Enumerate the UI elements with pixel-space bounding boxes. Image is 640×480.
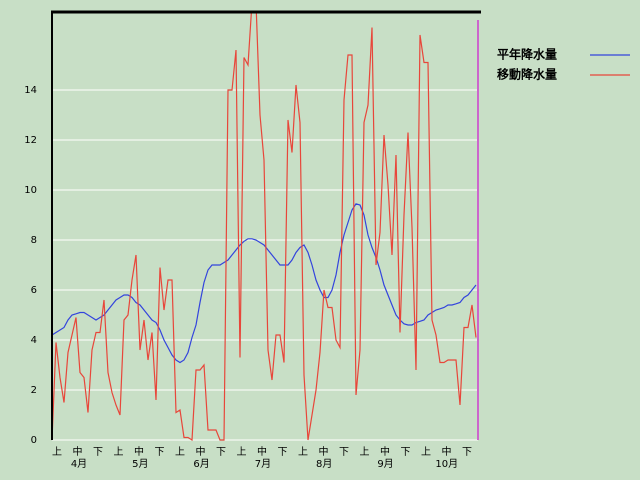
x-tick-label: 上 xyxy=(421,446,431,458)
x-tick-label: 中 xyxy=(319,445,329,458)
y-tick-label: 4 xyxy=(31,335,37,346)
x-tick-label: 下 xyxy=(401,447,411,458)
legend-label: 平年降水量 xyxy=(497,47,557,62)
grid xyxy=(52,89,478,441)
x-tick-label: 中 xyxy=(73,445,83,458)
x-tick-label: 上 xyxy=(175,446,185,458)
y-tick-label: 0 xyxy=(31,435,37,446)
y-tick-label: 8 xyxy=(31,235,37,246)
y-tick-label: 12 xyxy=(24,135,37,146)
x-tick-label: 中 xyxy=(134,445,144,458)
month-label: 5月 xyxy=(132,458,148,470)
y-tick-label: 10 xyxy=(24,185,37,196)
x-tick-label: 下 xyxy=(339,447,349,458)
month-label: 9月 xyxy=(377,458,393,470)
series-line xyxy=(51,12,477,442)
month-label: 7月 xyxy=(255,458,271,470)
x-tick-label: 下 xyxy=(462,447,472,458)
x-tick-label: 上 xyxy=(114,446,124,458)
month-label: 4月 xyxy=(71,458,87,470)
x-tick-label: 上 xyxy=(360,446,370,458)
y-tick-label: 14 xyxy=(24,85,37,96)
x-tick-label: 上 xyxy=(298,446,308,458)
x-tick-label: 下 xyxy=(155,447,165,458)
plot-lines xyxy=(51,12,477,442)
month-label: 8月 xyxy=(316,458,332,470)
month-label: 10月 xyxy=(435,458,458,470)
x-tick-label: 中 xyxy=(257,445,267,458)
month-label: 6月 xyxy=(193,458,209,470)
labels: 02468101214上中下上中下上中下上中下上中下上中下上中下4月 5月 6月 7月… xyxy=(24,47,630,470)
x-tick-label: 中 xyxy=(380,445,390,458)
x-tick-label: 下 xyxy=(216,447,226,458)
x-tick-label: 上 xyxy=(52,446,62,458)
legend-label: 移動降水量 xyxy=(497,67,557,82)
series-line xyxy=(51,203,477,364)
x-tick-label: 中 xyxy=(442,445,452,458)
x-tick-label: 下 xyxy=(278,447,288,458)
y-tick-label: 2 xyxy=(31,385,37,396)
x-tick-label: 上 xyxy=(237,446,247,458)
y-tick-label: 6 xyxy=(31,285,37,296)
x-tick-label: 中 xyxy=(196,445,206,458)
x-tick-label: 下 xyxy=(93,447,103,458)
